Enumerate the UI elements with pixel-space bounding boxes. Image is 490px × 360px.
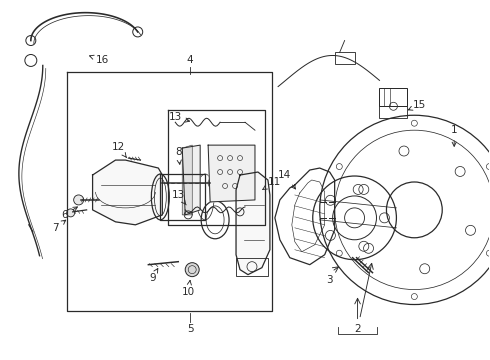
Text: 5: 5 [187, 324, 194, 334]
Polygon shape [93, 160, 162, 225]
Text: 13: 13 [172, 190, 186, 205]
Text: 14: 14 [278, 170, 295, 189]
Bar [236, 258, 268, 276]
Circle shape [74, 195, 84, 205]
Polygon shape [236, 172, 270, 275]
Text: 15: 15 [408, 100, 426, 110]
Bar [335, 53, 355, 64]
Circle shape [67, 209, 74, 217]
Text: 10: 10 [182, 280, 195, 297]
Text: 2: 2 [354, 324, 361, 334]
Bar [379, 106, 407, 118]
Polygon shape [182, 145, 200, 215]
Polygon shape [182, 145, 192, 215]
Bar [379, 88, 407, 106]
Text: 1: 1 [451, 125, 458, 146]
Text: 11: 11 [263, 177, 282, 189]
Text: 12: 12 [112, 142, 126, 157]
Text: 3: 3 [326, 275, 333, 285]
Text: 6: 6 [61, 207, 77, 220]
Text: 4: 4 [187, 55, 194, 66]
Polygon shape [208, 145, 255, 202]
Text: 8: 8 [175, 147, 182, 164]
Circle shape [185, 263, 199, 276]
Text: 16: 16 [90, 55, 109, 66]
Text: 7: 7 [52, 220, 66, 233]
Circle shape [208, 177, 220, 189]
Text: 9: 9 [149, 269, 158, 283]
Bar [385, 88, 391, 106]
Text: 13: 13 [169, 112, 190, 122]
